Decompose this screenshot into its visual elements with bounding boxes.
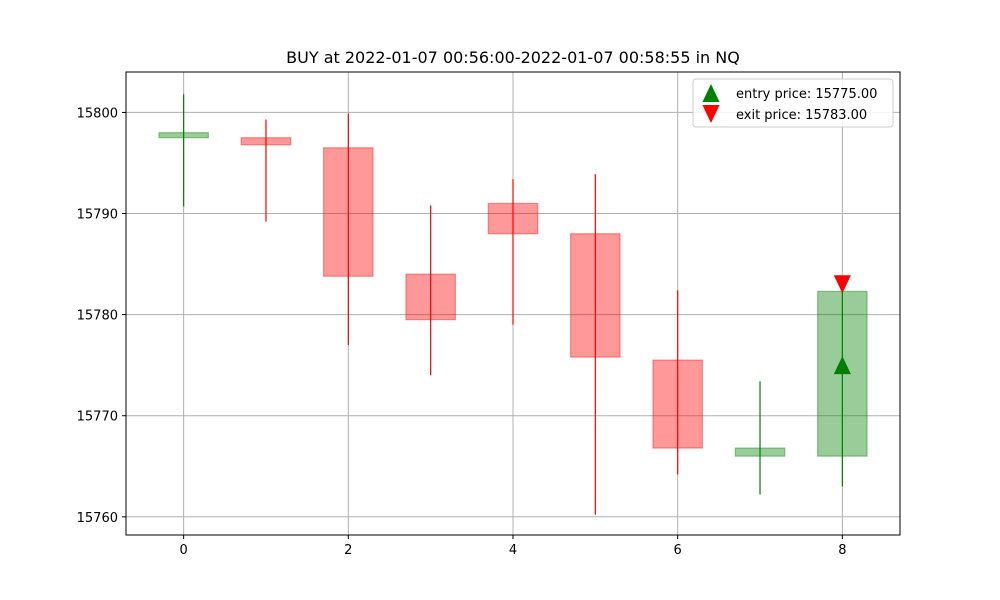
legend-box — [692, 78, 894, 128]
candle-body — [487, 202, 539, 235]
x-tick-label: 6 — [674, 543, 682, 558]
candle — [652, 290, 703, 475]
candle — [240, 119, 292, 222]
candle — [158, 94, 209, 207]
x-axis-ticks: 0 2 4 6 8 — [179, 535, 847, 558]
exit-marker — [833, 275, 851, 294]
y-tick-label: 15780 — [77, 309, 118, 324]
y-tick-label: 15770 — [77, 410, 118, 425]
candles — [158, 94, 868, 515]
y-tick-label: 15790 — [77, 208, 118, 223]
candle-body — [158, 132, 209, 139]
x-tick-label: 8 — [838, 543, 846, 558]
x-tick-label: 0 — [179, 543, 187, 558]
x-tick-label: 2 — [344, 543, 352, 558]
legend-exit-icon — [702, 105, 720, 123]
legend-label: entry price: 15775.00 — [736, 87, 877, 102]
candle-body — [323, 147, 374, 277]
candle — [734, 381, 786, 495]
y-axis-ticks: 15760 15770 15780 15790 15800 — [77, 106, 126, 526]
candle — [817, 290, 868, 487]
candle — [405, 205, 456, 376]
legend-label: exit price: 15783.00 — [736, 108, 867, 123]
candle-body — [570, 233, 621, 358]
candle — [487, 179, 539, 325]
candle-body — [734, 447, 786, 457]
markers — [833, 275, 851, 375]
legend-entry-icon — [702, 84, 720, 102]
candle — [570, 174, 621, 515]
candle — [323, 113, 374, 345]
entry-marker — [833, 356, 851, 375]
y-tick-label: 15800 — [77, 106, 118, 121]
legend: entry price: 15775.00 exit price: 15783.0… — [692, 78, 894, 128]
x-tick-label: 4 — [509, 543, 517, 558]
candle-body — [652, 359, 703, 449]
chart-title: BUY at 2022-01-07 00:56:00-2022-01-07 00… — [286, 48, 740, 67]
candle-body — [240, 137, 292, 146]
y-tick-label: 15760 — [77, 511, 118, 526]
candle-body — [405, 273, 456, 321]
